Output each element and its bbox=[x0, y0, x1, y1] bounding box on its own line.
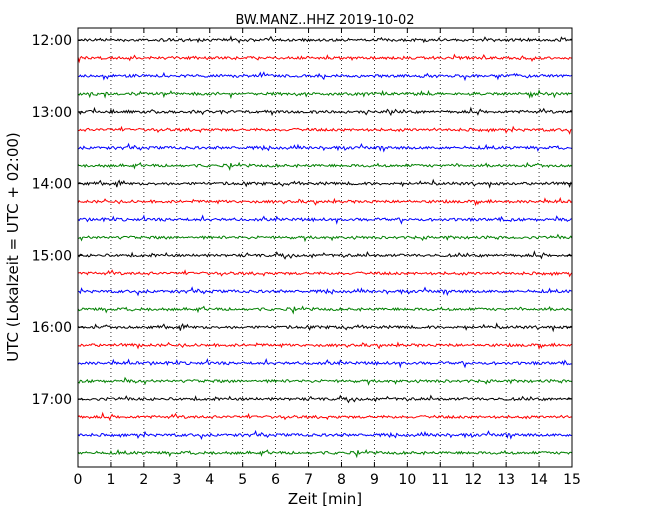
x-tick-label: 11 bbox=[431, 472, 449, 488]
trace-line bbox=[77, 357, 573, 369]
trace-line bbox=[77, 411, 573, 422]
y-tick-label: 16:00 bbox=[32, 320, 72, 336]
x-tick-label: 7 bbox=[304, 472, 313, 488]
trace-line bbox=[77, 305, 573, 315]
x-tick-label: 0 bbox=[74, 472, 83, 488]
x-tick-label: 2 bbox=[139, 472, 148, 488]
trace-line bbox=[77, 106, 573, 117]
trace-line bbox=[77, 53, 573, 64]
x-axis-label: Zeit [min] bbox=[288, 490, 362, 508]
y-tick-label: 14:00 bbox=[32, 177, 72, 193]
trace-line bbox=[77, 233, 573, 243]
y-axis: 12:00 13:00 14:00 15:00 16:00 17:00 bbox=[32, 33, 572, 408]
x-tick-label: 9 bbox=[370, 472, 379, 488]
x-tick-label: 10 bbox=[398, 472, 416, 488]
x-tick-label: 4 bbox=[205, 472, 214, 488]
x-tick-label: 14 bbox=[530, 472, 548, 488]
trace-layer bbox=[77, 35, 573, 459]
x-tick-label: 3 bbox=[172, 472, 181, 488]
trace-line bbox=[77, 178, 573, 189]
trace-line bbox=[77, 214, 573, 225]
y-tick-label: 15:00 bbox=[32, 248, 72, 264]
x-axis: 0 1 2 3 4 5 6 7 8 9 10 11 12 13 14 15 bbox=[74, 28, 581, 488]
x-tick-label: 12 bbox=[464, 472, 482, 488]
trace-line bbox=[77, 448, 573, 459]
trace-line bbox=[77, 89, 573, 100]
trace-line bbox=[77, 250, 573, 260]
x-tick-label: 8 bbox=[337, 472, 346, 488]
trace-line bbox=[77, 142, 573, 153]
trace-line bbox=[77, 71, 573, 82]
y-axis-label: UTC (Lokalzeit = UTC + 02:00) bbox=[4, 132, 22, 362]
y-tick-label: 12:00 bbox=[32, 33, 72, 49]
trace-line bbox=[77, 286, 573, 297]
trace-line bbox=[77, 269, 573, 278]
x-tick-label: 6 bbox=[271, 472, 280, 488]
trace-line bbox=[77, 376, 573, 386]
x-tick-label: 13 bbox=[497, 472, 515, 488]
x-tick-label: 15 bbox=[563, 472, 581, 488]
trace-line bbox=[77, 196, 573, 207]
trace-line bbox=[77, 35, 573, 44]
x-tick-label: 5 bbox=[238, 472, 247, 488]
plot-frame bbox=[77, 27, 573, 468]
trace-line bbox=[77, 429, 573, 441]
trace-line bbox=[77, 322, 573, 333]
trace-line bbox=[77, 125, 573, 135]
y-tick-label: 17:00 bbox=[32, 392, 72, 408]
x-tick-label: 1 bbox=[106, 472, 115, 488]
trace-line bbox=[77, 394, 573, 404]
y-tick-label: 13:00 bbox=[32, 105, 72, 121]
chart-title: BW.MANZ..HHZ 2019-10-02 bbox=[235, 13, 414, 28]
trace-line bbox=[77, 161, 573, 172]
trace-line bbox=[77, 341, 573, 350]
